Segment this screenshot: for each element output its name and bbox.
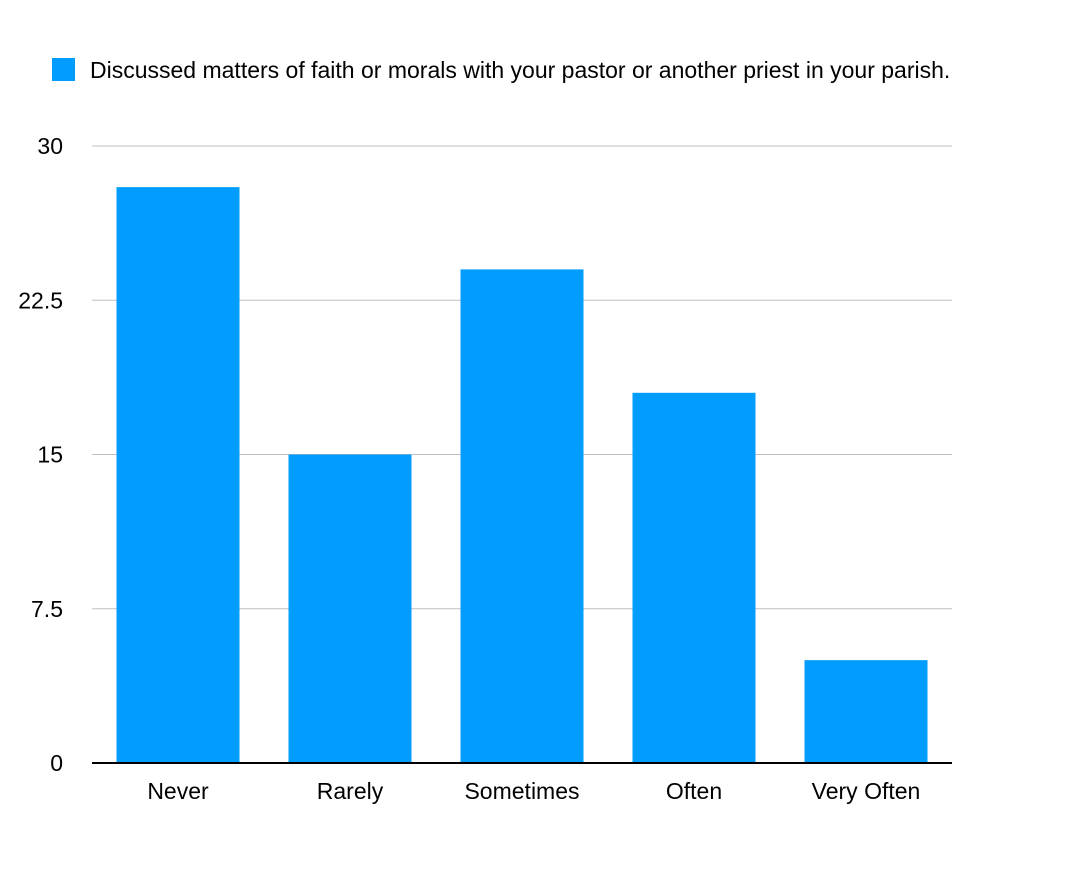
bar-often	[632, 392, 756, 763]
legend-swatch	[52, 58, 75, 81]
x-tick-label: Very Often	[812, 778, 921, 804]
x-tick-label: Often	[666, 778, 722, 804]
y-tick-label: 22.5	[18, 287, 63, 313]
y-tick-label: 30	[37, 133, 63, 159]
x-tick-label: Rarely	[317, 778, 384, 804]
x-tick-label: Never	[147, 778, 209, 804]
y-tick-label: 0	[50, 750, 63, 776]
y-tick-label: 7.5	[31, 596, 63, 622]
legend-label: Discussed matters of faith or morals wit…	[90, 57, 950, 83]
bars	[116, 187, 928, 764]
bar-sometimes	[460, 269, 584, 763]
legend: Discussed matters of faith or morals wit…	[52, 57, 950, 83]
y-tick-label: 15	[37, 442, 63, 468]
x-tick-label: Sometimes	[464, 778, 579, 804]
bar-rarely	[288, 454, 412, 763]
bar-very-often	[804, 660, 928, 763]
bar-never	[116, 187, 240, 764]
y-axis-tick-labels: 0 7.5 15 22.5 30	[18, 133, 63, 776]
x-axis-tick-labels: Never Rarely Sometimes Often Very Often	[147, 778, 920, 804]
